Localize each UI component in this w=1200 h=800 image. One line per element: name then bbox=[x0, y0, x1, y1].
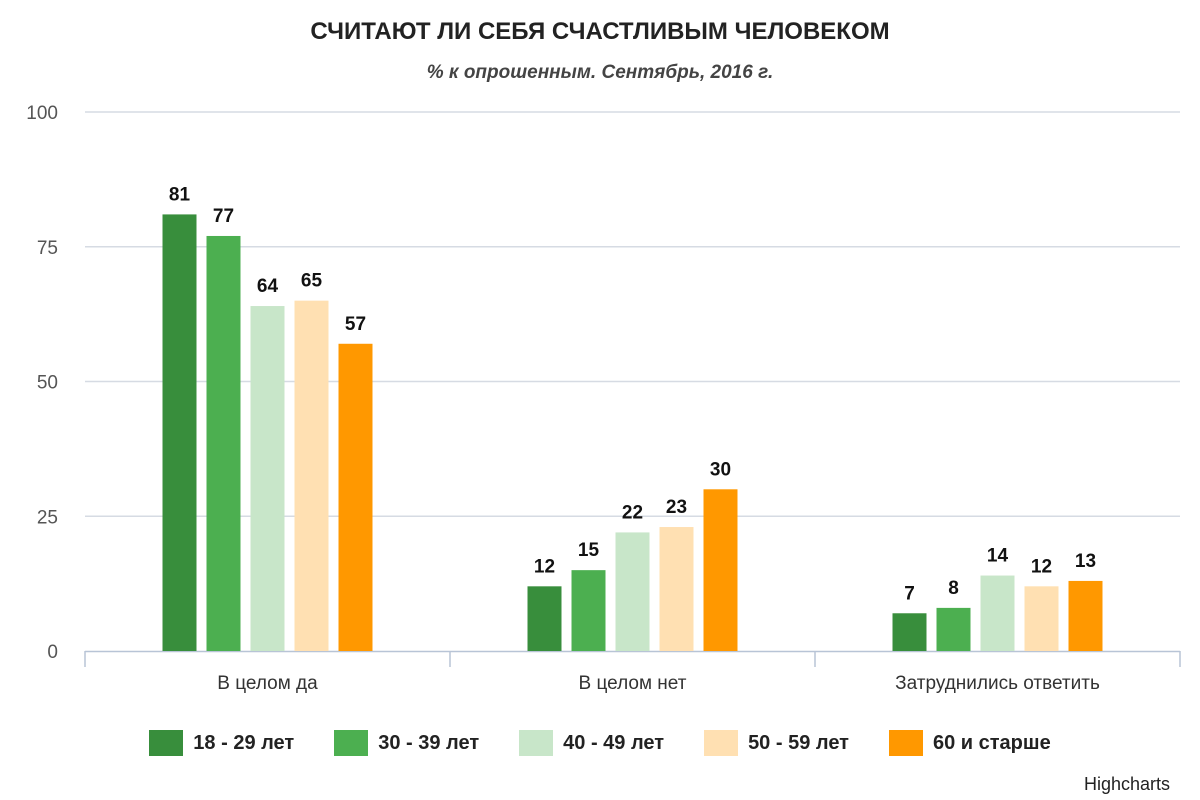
y-tick-label: 0 bbox=[47, 642, 58, 663]
legend-swatch bbox=[519, 730, 554, 756]
legend: 18 - 29 лет 30 - 39 лет 40 - 49 лет 50 - 59… bbox=[0, 730, 1200, 756]
legend-item[interactable]: 40 - 49 лет bbox=[519, 730, 664, 756]
bar bbox=[980, 575, 1015, 651]
x-tick-label: В целом нет bbox=[579, 673, 687, 694]
x-tick-label: В целом да bbox=[217, 673, 318, 694]
bar bbox=[659, 527, 694, 651]
data-label: 57 bbox=[345, 314, 366, 335]
bar bbox=[1068, 580, 1103, 651]
legend-label: 18 - 29 лет bbox=[193, 731, 295, 754]
bar bbox=[571, 570, 606, 651]
legend-label: 60 и старше bbox=[932, 731, 1051, 754]
x-tick-label: Затруднились ответить bbox=[895, 673, 1100, 694]
data-label: 12 bbox=[1031, 556, 1052, 577]
data-label: 22 bbox=[622, 502, 643, 523]
y-tick-label: 25 bbox=[37, 507, 58, 528]
y-tick-label: 75 bbox=[37, 238, 58, 259]
data-label: 12 bbox=[534, 556, 555, 577]
data-label: 77 bbox=[213, 206, 234, 227]
data-label: 7 bbox=[904, 583, 915, 604]
data-label: 64 bbox=[257, 276, 279, 297]
bar bbox=[338, 343, 373, 651]
bar bbox=[703, 489, 738, 651]
data-label: 15 bbox=[578, 540, 600, 561]
bar bbox=[162, 214, 197, 651]
data-label: 8 bbox=[948, 578, 959, 599]
legend-swatch bbox=[334, 730, 369, 756]
data-label: 23 bbox=[666, 497, 687, 518]
bar bbox=[615, 532, 650, 651]
data-label: 30 bbox=[710, 459, 731, 480]
bar bbox=[527, 586, 562, 651]
y-tick-label: 50 bbox=[37, 373, 58, 394]
data-label: 65 bbox=[301, 271, 323, 292]
y-tick-label: 100 bbox=[26, 103, 58, 124]
legend-item[interactable]: 60 и старше bbox=[888, 730, 1051, 756]
bar bbox=[250, 306, 285, 651]
chart-subtitle: % к опрошенным. Сентябрь, 2016 г. bbox=[426, 62, 774, 83]
legend-item[interactable]: 50 - 59 лет bbox=[704, 730, 849, 756]
bar bbox=[936, 607, 971, 651]
bar bbox=[1024, 586, 1059, 651]
bar bbox=[892, 613, 927, 651]
bar bbox=[206, 235, 241, 651]
legend-label: 30 - 39 лет bbox=[378, 731, 480, 754]
data-label: 14 bbox=[987, 546, 1009, 567]
legend-swatch bbox=[888, 730, 923, 756]
legend-label: 50 - 59 лет bbox=[748, 731, 849, 754]
highcharts-credit[interactable]: Highcharts bbox=[1083, 774, 1170, 794]
legend-label: 40 - 49 лет bbox=[563, 731, 665, 754]
legend-swatch bbox=[704, 730, 739, 756]
legend-item[interactable]: 18 - 29 лет bbox=[149, 730, 294, 756]
bar bbox=[294, 300, 329, 651]
chart-title: СЧИТАЮТ ЛИ СЕБЯ СЧАСТЛИВЫМ ЧЕЛОВЕКОМ bbox=[310, 18, 890, 45]
data-label: 13 bbox=[1075, 551, 1096, 572]
legend-item[interactable]: 30 - 39 лет bbox=[334, 730, 479, 756]
legend-swatch bbox=[149, 730, 184, 756]
data-label: 81 bbox=[169, 184, 191, 205]
